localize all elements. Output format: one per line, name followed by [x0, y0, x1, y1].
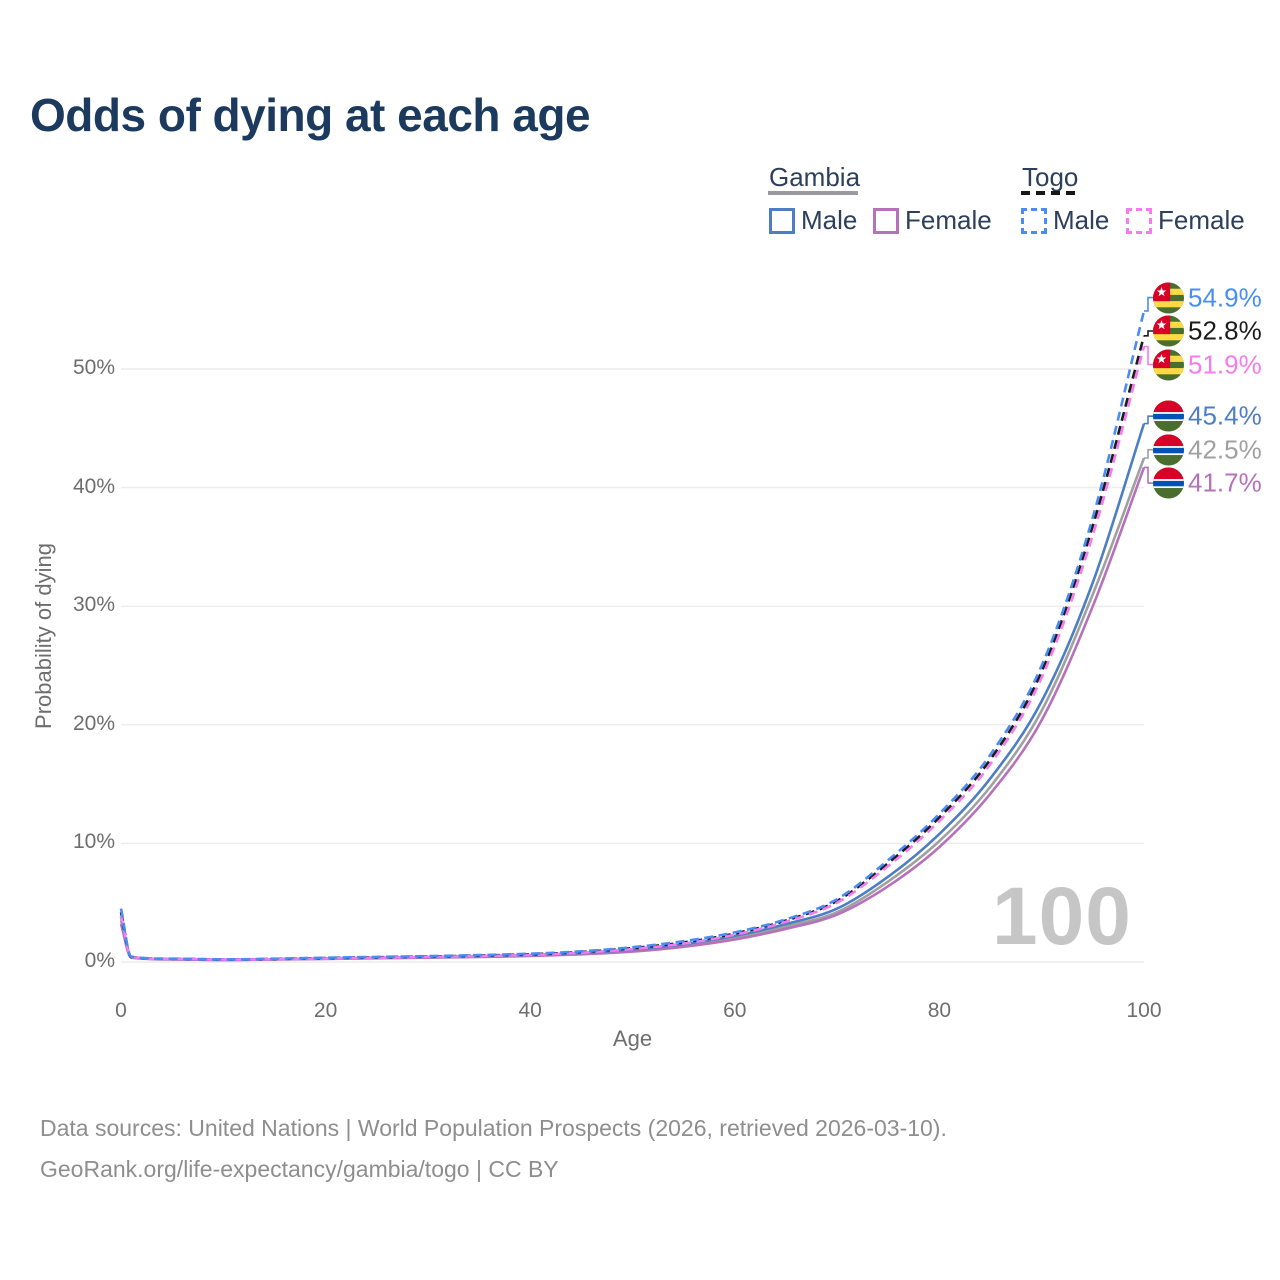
gambia-flag-icon: [1153, 434, 1184, 466]
end-label-flag: [1153, 434, 1184, 466]
togo-flag-icon: [1153, 349, 1184, 381]
togo-flag-icon: [1153, 282, 1184, 314]
y-tick-label: 40%: [72, 474, 115, 498]
x-tick-label: 20: [313, 999, 338, 1022]
y-tick-label: 0%: [84, 949, 115, 973]
legend-swatch-togo-male-icon: [1021, 207, 1047, 234]
gambia-flag-icon: [1153, 467, 1184, 499]
end-label-connector: [1144, 345, 1153, 366]
y-tick-label: 20%: [72, 711, 115, 735]
legend-underline-gambia: [768, 191, 858, 195]
attribution-line: GeoRank.org/life-expectancy/gambia/togo …: [40, 1155, 559, 1182]
series-line-gambia-all: [119, 457, 1146, 962]
y-tick-label: 30%: [72, 593, 115, 617]
end-label-value: 42.5%: [1188, 434, 1262, 465]
y-tick-label: 50%: [72, 356, 115, 380]
x-tick-label: 100: [1126, 999, 1162, 1022]
series-line-gambia-female: [119, 466, 1146, 962]
age-counter-watermark: 100: [992, 871, 1132, 962]
y-axis-title: Probability of dying: [31, 543, 56, 729]
legend-entry-togo-male[interactable]: Male: [1021, 205, 1109, 236]
legend-entry-togo-female[interactable]: Female: [1126, 205, 1245, 236]
end-label-connector: [1144, 466, 1153, 484]
end-label-connector: [1144, 330, 1153, 337]
series-line-togo-all: [119, 335, 1146, 961]
x-tick-label: 60: [723, 999, 747, 1022]
legend-entry-label: Female: [1158, 205, 1245, 235]
series-line-gambia-male: [119, 423, 1146, 961]
legend-entry-label: Male: [801, 205, 858, 235]
y-tick-label: 10%: [72, 830, 115, 854]
x-tick-label: 40: [518, 999, 542, 1022]
data-sources-line: Data sources: United Nations | World Pop…: [40, 1115, 947, 1141]
series-line-togo-female: [119, 346, 1146, 961]
end-label-connector: [1144, 415, 1153, 425]
end-label-value: 51.9%: [1188, 349, 1262, 380]
end-label-flag: [1153, 349, 1184, 381]
legend-entry-gambia-male[interactable]: Male: [769, 205, 857, 236]
end-label-flag: [1153, 282, 1184, 314]
togo-flag-icon: [1153, 315, 1184, 347]
x-tick-label: 80: [927, 999, 952, 1022]
legend-entry-label: Male: [1053, 205, 1110, 235]
legend-entry-label: Female: [905, 205, 992, 235]
gambia-flag-icon: [1153, 400, 1184, 432]
end-label-flag: [1153, 315, 1184, 347]
x-axis-title: Age: [612, 1026, 653, 1051]
series-line-togo-male: [119, 310, 1146, 961]
page-title: Odds of dying at each age: [30, 89, 591, 141]
end-label-value: 54.9%: [1188, 282, 1262, 313]
end-label-value: 52.8%: [1188, 315, 1262, 346]
end-label-flag: [1153, 400, 1184, 432]
end-label-connector: [1144, 296, 1153, 312]
legend-swatch-gambia-female-icon: [873, 207, 899, 234]
legend-entry-gambia-female[interactable]: Female: [873, 205, 992, 236]
legend-swatch-togo-female-icon: [1126, 207, 1152, 234]
end-label-value: 41.7%: [1188, 467, 1262, 498]
legend-underline-togo: [1021, 191, 1077, 195]
end-label-flag: [1153, 467, 1184, 499]
end-label-connector: [1144, 448, 1153, 459]
footer: Data sources: United Nations | World Pop…: [40, 1108, 947, 1190]
end-label-value: 45.4%: [1188, 400, 1262, 431]
x-tick-label: 0: [115, 999, 127, 1022]
legend-swatch-gambia-male-icon: [769, 207, 795, 234]
legend-group-name-gambia: Gambia: [769, 162, 861, 192]
legend-group-name-togo: Togo: [1022, 162, 1079, 192]
